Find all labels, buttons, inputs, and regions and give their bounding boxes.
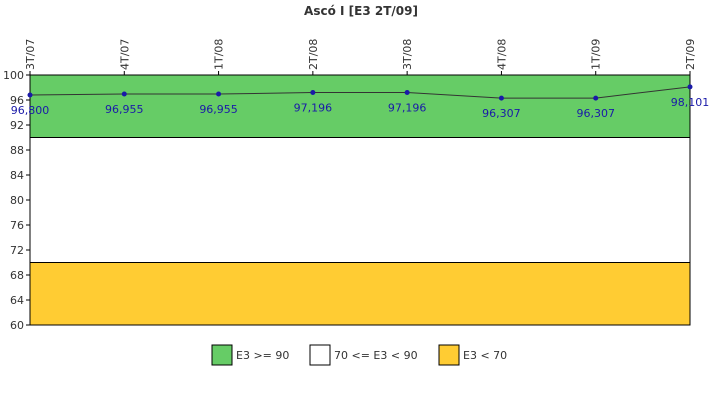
band-0 xyxy=(29,74,691,138)
y-tick-label-0: 100 xyxy=(3,69,24,82)
y-tick-label-9: 64 xyxy=(10,294,24,307)
data-label-7: 98,101 xyxy=(671,96,710,109)
y-tick-label-10: 60 xyxy=(10,319,24,332)
data-point-0 xyxy=(27,92,33,98)
x-tick-label-1: 4T/07 xyxy=(118,39,131,70)
y-tick-label-2: 92 xyxy=(10,119,24,132)
x-tick-label-5: 4T/08 xyxy=(495,39,508,70)
threshold-bands xyxy=(29,74,691,326)
y-tick-label-7: 72 xyxy=(10,244,24,257)
series-line: 96,800 96,955 96,955 97,196 97,196 96,307 96,3… xyxy=(11,84,710,120)
x-axis-ticks: 3T/07 4T/07 1T/08 2T/08 3T/08 4T/08 1T/09 2T/09 xyxy=(24,39,697,75)
data-point-3 xyxy=(310,90,316,96)
x-tick-label-4: 3T/08 xyxy=(401,39,414,70)
y-tick-label-4: 84 xyxy=(10,169,24,182)
x-tick-label-0: 3T/07 xyxy=(24,39,37,70)
data-label-5: 96,307 xyxy=(482,107,521,120)
legend-label-0: E3 >= 90 xyxy=(236,349,289,362)
data-label-6: 96,307 xyxy=(576,107,615,120)
x-tick-label-2: 1T/08 xyxy=(213,39,226,70)
data-label-1: 96,955 xyxy=(105,103,144,116)
legend-label-2: E3 < 70 xyxy=(463,349,507,362)
x-tick-label-7: 2T/09 xyxy=(684,39,697,70)
y-tick-label-5: 80 xyxy=(10,194,24,207)
y-tick-label-1: 96 xyxy=(10,94,24,107)
y-axis-ticks: 100 96 92 88 84 80 76 72 68 64 60 xyxy=(3,69,30,332)
data-point-6 xyxy=(593,95,599,101)
chart-title: Ascó I [E3 2T/09] xyxy=(304,4,418,18)
data-label-3: 97,196 xyxy=(294,102,333,115)
y-tick-label-8: 68 xyxy=(10,269,24,282)
series-line-0 xyxy=(29,86,691,99)
band-2 xyxy=(29,262,691,326)
data-point-4 xyxy=(404,90,410,96)
legend-swatch-2 xyxy=(438,344,460,366)
legend: E3 >= 90 70 <= E3 < 90 E3 < 70 xyxy=(211,344,507,366)
data-point-5 xyxy=(498,95,504,101)
legend-label-1: 70 <= E3 < 90 xyxy=(334,349,418,362)
data-point-2 xyxy=(216,91,222,97)
legend-swatch-1 xyxy=(309,344,331,366)
data-point-1 xyxy=(121,91,127,97)
y-tick-label-6: 76 xyxy=(10,219,24,232)
y-tick-label-3: 88 xyxy=(10,144,24,157)
data-point-7 xyxy=(687,84,693,90)
data-label-2: 96,955 xyxy=(199,103,238,116)
band-1 xyxy=(29,137,691,263)
legend-swatch-0 xyxy=(211,344,233,366)
data-label-0: 96,800 xyxy=(11,104,50,117)
x-tick-label-6: 1T/09 xyxy=(590,39,603,70)
x-tick-label-3: 2T/08 xyxy=(307,39,320,70)
data-label-4: 97,196 xyxy=(388,102,427,115)
